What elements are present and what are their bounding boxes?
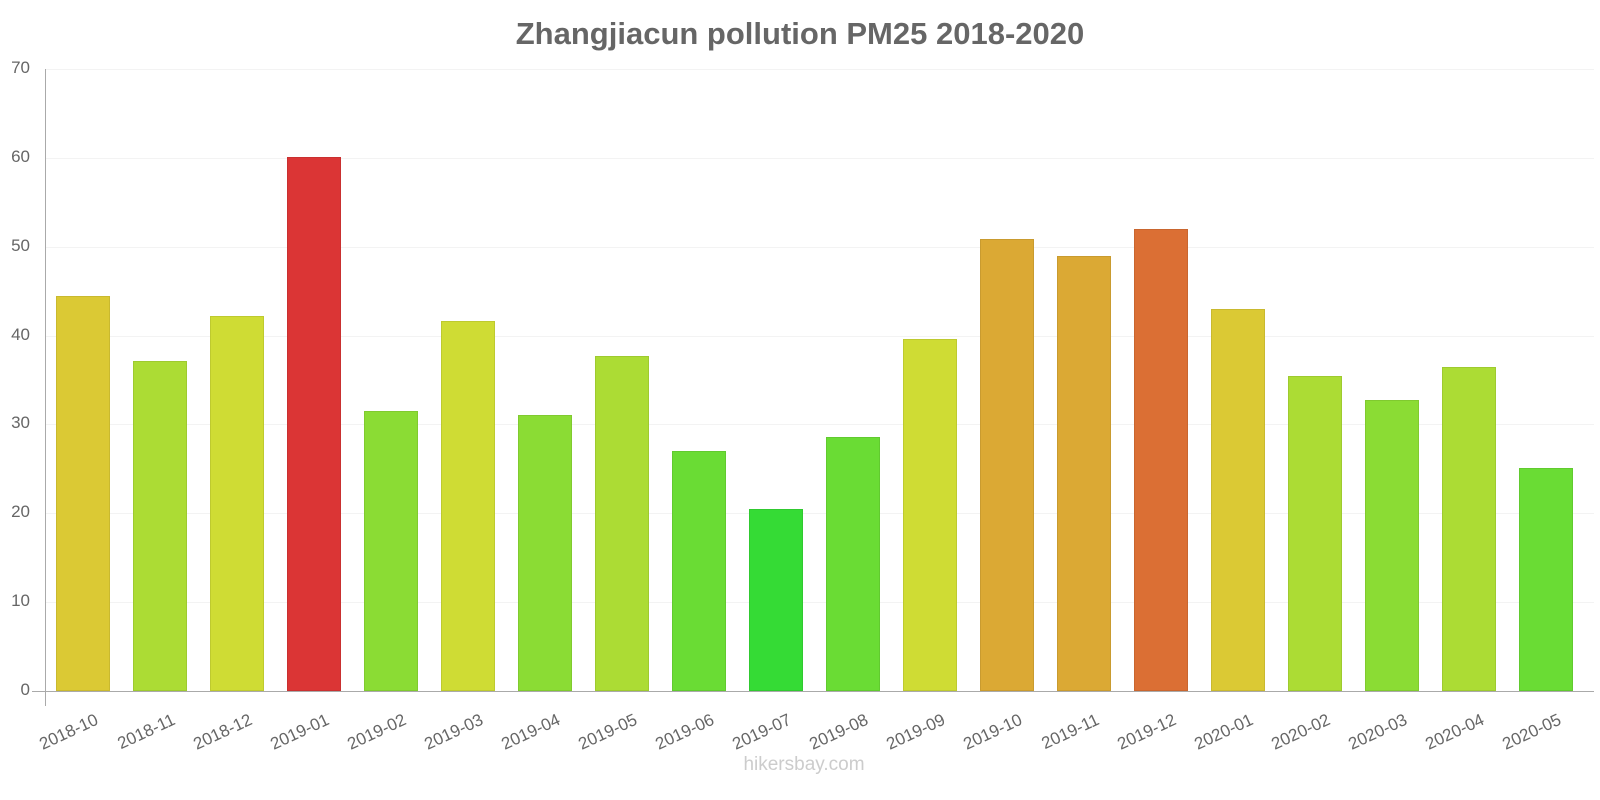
- bar-2020-02[interactable]: [1288, 376, 1342, 691]
- watermark: hikersbay.com: [743, 754, 865, 775]
- bar-2019-08[interactable]: [826, 436, 880, 691]
- y-tick-label: 0: [20, 680, 30, 699]
- chart-title: Zhangjiacun pollution PM25 2018-2020: [515, 16, 1085, 51]
- bar-2019-09[interactable]: [903, 339, 957, 691]
- bar-2019-11[interactable]: [1057, 255, 1111, 691]
- bar-2020-01[interactable]: [1211, 308, 1265, 691]
- bar-2020-05[interactable]: [1519, 467, 1573, 691]
- y-tick-label: 10: [11, 591, 30, 611]
- y-tick-label: 40: [11, 324, 30, 344]
- bar-2019-05[interactable]: [595, 356, 649, 691]
- bar-2019-01[interactable]: [287, 156, 341, 691]
- bar-2018-12[interactable]: [210, 316, 264, 691]
- gridline: [46, 69, 1594, 70]
- y-axis-line: [45, 69, 46, 706]
- bar-2018-11[interactable]: [133, 361, 187, 691]
- gridline: [46, 246, 1594, 248]
- bar-2019-12[interactable]: [1134, 228, 1188, 691]
- y-tick-label: 50: [11, 235, 30, 255]
- y-tick-label: 30: [11, 413, 30, 433]
- gridline: [46, 602, 1594, 604]
- gridline: [46, 513, 1594, 515]
- x-axis-line: [32, 691, 1594, 692]
- gridline: [46, 335, 1594, 337]
- bar-2019-03[interactable]: [441, 321, 495, 691]
- y-tick-label: 70: [11, 58, 30, 77]
- bar-2019-07[interactable]: [749, 508, 803, 691]
- bar-2019-02[interactable]: [364, 411, 418, 691]
- bar-2019-04[interactable]: [518, 414, 572, 691]
- y-tick-label: 20: [11, 502, 30, 522]
- bar-2019-06[interactable]: [672, 451, 726, 691]
- bar-2020-04[interactable]: [1442, 366, 1496, 691]
- bar-2019-10[interactable]: [980, 238, 1034, 691]
- y-tick-label: 60: [11, 146, 30, 166]
- gridline: [46, 157, 1594, 159]
- bar-2018-10[interactable]: [56, 295, 110, 691]
- plot-area: [46, 69, 1594, 692]
- gridline: [46, 424, 1594, 426]
- bar-2020-03[interactable]: [1365, 400, 1419, 691]
